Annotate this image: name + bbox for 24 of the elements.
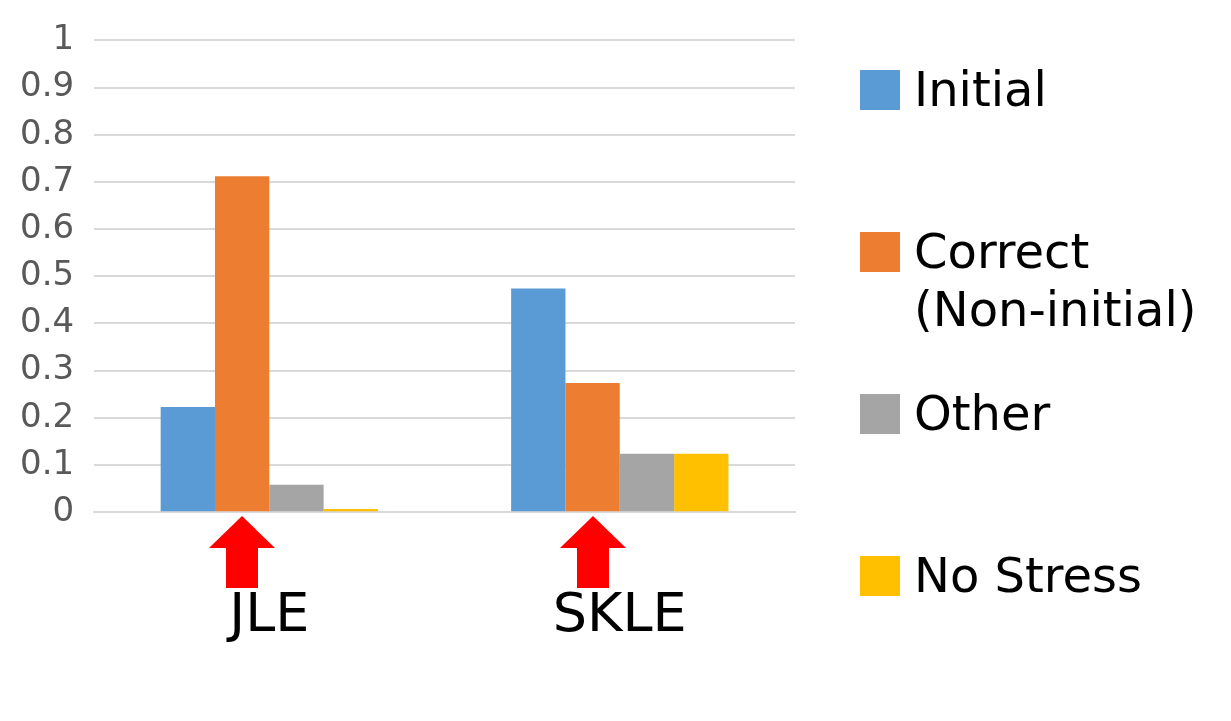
y-tick-label: 0.3	[19, 347, 75, 388]
y-tick-label: 0.5	[19, 253, 75, 294]
bar	[674, 453, 729, 512]
y-tick-label: 0.2	[19, 394, 75, 435]
bar	[214, 176, 270, 512]
bar	[160, 406, 215, 512]
bar	[269, 484, 324, 512]
legend-label: No Stress	[914, 546, 1143, 604]
x-tick-label: JLE	[226, 580, 310, 644]
y-tick-label: 0.7	[19, 158, 75, 199]
y-tick-label: 0.4	[19, 300, 75, 341]
legend-label: Initial	[914, 60, 1047, 118]
y-tick-label: 1	[52, 17, 75, 58]
bar	[619, 453, 675, 512]
legend-label: Correct (Non-initial)	[914, 222, 1197, 338]
bar	[511, 288, 566, 512]
legend-label: Other	[914, 384, 1051, 442]
y-tick-label: 0.6	[19, 205, 75, 246]
y-tick-label: 0.9	[19, 64, 75, 105]
y-tick-label: 0.8	[19, 111, 75, 152]
x-tick-label: SKLE	[552, 580, 687, 644]
y-tick-label: 0	[52, 489, 75, 530]
bar	[565, 382, 620, 512]
y-tick-label: 0.1	[19, 441, 75, 482]
